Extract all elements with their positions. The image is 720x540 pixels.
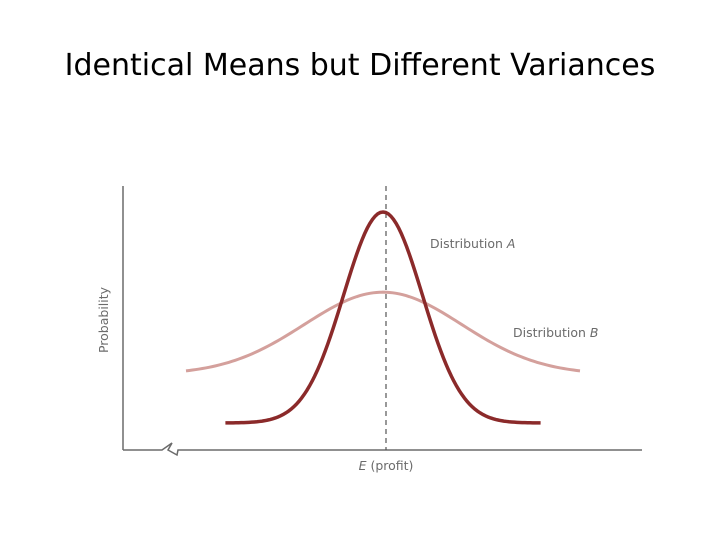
distribution-b-label-letter: B <box>590 325 599 340</box>
distribution-b-label-prefix: Distribution <box>513 325 590 340</box>
y-axis-label: Probability <box>96 286 111 353</box>
distribution-a-label-letter: A <box>506 236 516 251</box>
distribution-a-label: Distribution A <box>430 236 515 251</box>
x-axis <box>123 442 642 457</box>
distribution-a-label-prefix: Distribution <box>430 236 507 251</box>
distribution-b-curve <box>185 290 581 373</box>
x-axis-label-rest: (profit) <box>366 458 413 473</box>
x-axis-label-symbol: E <box>359 458 367 473</box>
x-axis-label: E (profit) <box>359 458 414 473</box>
distribution-a-curve <box>225 210 541 425</box>
distribution-b-label: Distribution B <box>513 325 598 340</box>
page-title: Identical Means but Different Variances <box>64 48 656 83</box>
